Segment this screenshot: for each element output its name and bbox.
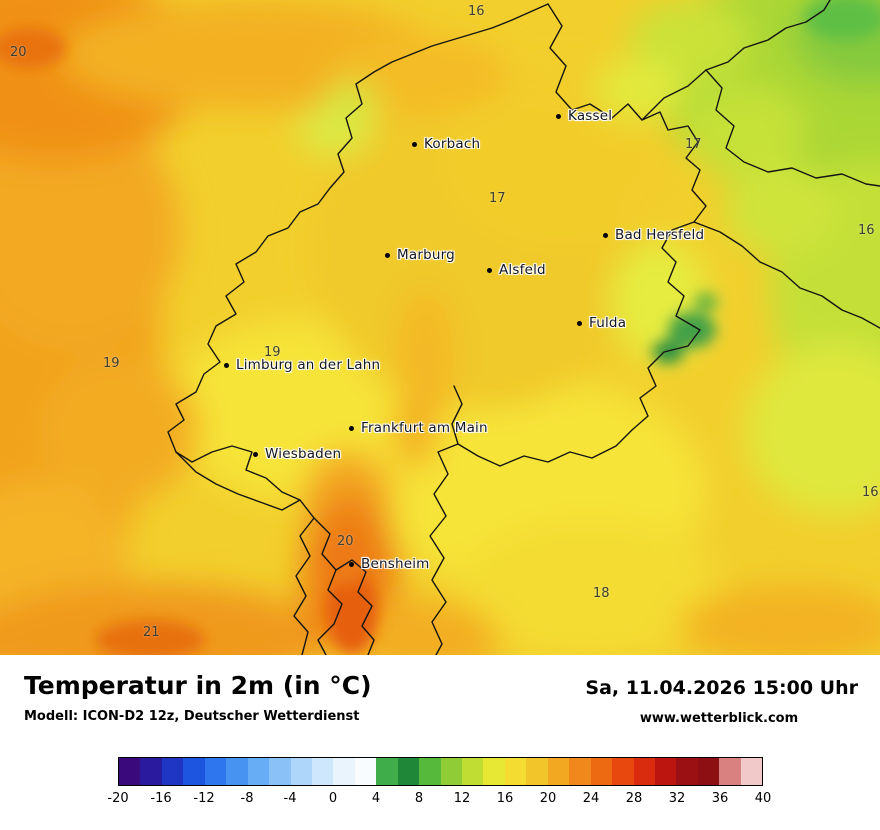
border-northeast-branch	[705, 69, 880, 187]
colorbar-segment	[333, 758, 355, 785]
colorbar-segment	[590, 758, 613, 785]
border-east-diagonal	[693, 221, 880, 329]
colorbar-segment	[397, 758, 420, 785]
model-info: Modell: ICON-D2 12z, Deutscher Wetterdie…	[24, 709, 360, 724]
colorbar-segment	[440, 758, 462, 785]
colorbar-segments	[118, 757, 763, 786]
border-east	[429, 3, 707, 655]
colorbar-segment	[269, 758, 291, 785]
colorbar-tick-label: 32	[668, 791, 686, 806]
colorbar-segment	[612, 758, 634, 785]
colorbar-segment	[140, 758, 162, 785]
colorbar-tick-label: -16	[150, 791, 172, 806]
colorbar-segment	[504, 758, 527, 785]
colorbar-segment	[526, 758, 548, 785]
temperature-blobs	[0, 0, 880, 655]
colorbar-segment	[719, 758, 741, 785]
colorbar-segment	[376, 758, 398, 785]
colorbar-tick-label: 0	[328, 791, 338, 806]
colorbar-tick-label: 16	[496, 791, 514, 806]
colorbar-segment	[569, 758, 591, 785]
colorbar-segment	[676, 758, 698, 785]
footer: Temperatur in 2m (in °C) Modell: ICON-D2…	[0, 655, 880, 830]
colorbar-segment	[419, 758, 441, 785]
colorbar-tick-label: 36	[711, 791, 729, 806]
colorbar-tick-label: 12	[453, 791, 471, 806]
border-frankfurt-branch	[451, 385, 463, 445]
colorbar-segment	[633, 758, 655, 785]
temperature-hotspots	[0, 0, 880, 655]
colorbar-tick-label: 24	[582, 791, 600, 806]
colorbar-segment	[161, 758, 184, 785]
colorbar-segment	[483, 758, 505, 785]
page-title: Temperatur in 2m (in °C)	[24, 671, 372, 700]
colorbar-segment	[247, 758, 270, 785]
colorbar-segment	[697, 758, 720, 785]
colorbar-segment	[654, 758, 677, 785]
colorbar-tick-label: -4	[283, 791, 297, 806]
colorbar-ticks: -20 -16 -12 -8 -4 0 4 8 12 16 20 24 28 32 36 40	[107, 791, 771, 809]
border-south-a	[313, 517, 343, 655]
border-west	[167, 3, 549, 655]
colorbar-tick-label: -20	[107, 791, 129, 806]
colorbar-tick-label: -8	[240, 791, 254, 806]
colorbar-tick-label: 4	[371, 791, 381, 806]
colorbar-segment	[183, 758, 205, 785]
colorbar-segment	[204, 758, 227, 785]
colorbar-segment	[740, 758, 762, 785]
colorbar-segment	[226, 758, 248, 785]
colorbar-segment	[547, 758, 570, 785]
colorbar-segment	[290, 758, 312, 785]
colorbar-segment	[354, 758, 377, 785]
colorbar-tick-label: 40	[754, 791, 772, 806]
border-southwest	[175, 451, 301, 511]
colorbar-tick-label: -12	[193, 791, 215, 806]
temperature-field-svg	[0, 0, 880, 655]
border-lines	[167, 0, 880, 655]
border-south-b	[335, 559, 375, 655]
border-northeast	[641, 0, 831, 121]
website-url: www.wetterblick.com	[639, 711, 799, 726]
colorbar-tick-label: 20	[539, 791, 557, 806]
colorbar-segment	[311, 758, 334, 785]
colorbar-segment	[119, 758, 141, 785]
map-canvas: 20 16 17 17 16 19 19 16 20 18 21 Kassel Korbach Marb…	[0, 0, 880, 655]
colorbar-tick-label: 28	[625, 791, 643, 806]
colorbar-tick-label: 8	[414, 791, 424, 806]
colorbar-segment	[462, 758, 484, 785]
forecast-datetime: Sa, 11.04.2026 15:00 Uhr	[585, 677, 858, 699]
